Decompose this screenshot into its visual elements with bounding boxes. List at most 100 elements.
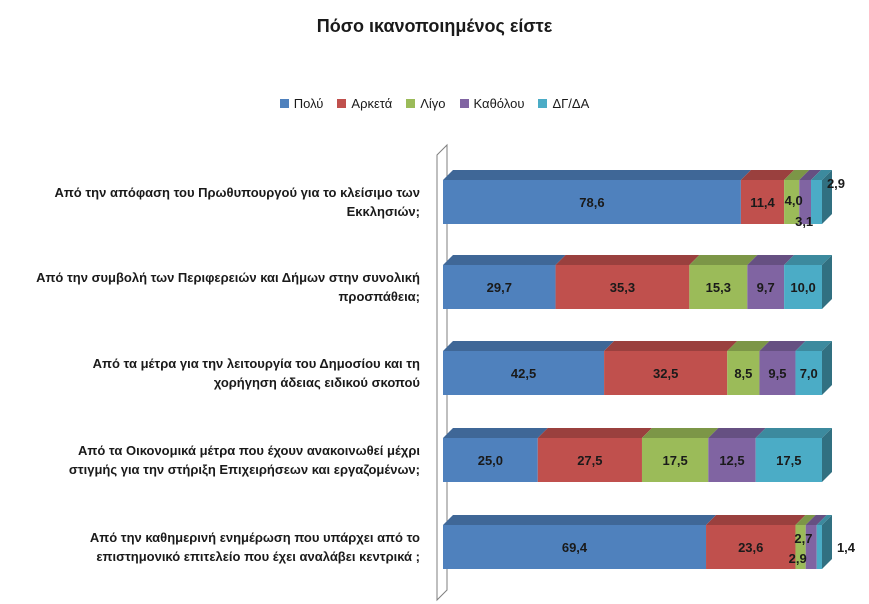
data-label: 29,7 [487,280,512,295]
bar-segment [443,351,605,395]
legend-swatch [406,99,416,108]
data-label: 9,7 [757,280,775,295]
bar-segment-top [706,515,806,525]
bar-segment-top [784,170,810,180]
legend-label: Αρκετά [351,96,393,111]
legend: Πολύ Αρκετά Λίγο Καθόλου ΔΓ/ΔΑ [0,96,869,111]
bar-segment-top [443,428,548,438]
bar-segment [811,180,822,224]
legend-label: Καθόλου [473,96,525,111]
bar-segment [443,180,741,224]
category-label-line: Εκκλησιών; [346,204,420,219]
data-label: 69,4 [562,540,588,555]
category-label-line: Από την απόφαση του Πρωθυπουργού για το … [54,185,420,200]
bar-segment-top [747,255,795,265]
data-label: 2,7 [794,531,812,546]
bar-segment-top [755,428,832,438]
legend-item: ΔΓ/ΔΑ [538,96,589,111]
bar-segment [805,525,817,569]
legend-item: Καθόλου [459,96,525,111]
bar-segment [604,351,728,395]
bar-segment [443,525,707,569]
bar-segment [740,180,785,224]
bar-segment [706,525,796,569]
bar-side [822,255,832,309]
bar-segment [641,438,709,482]
bar-segment [443,438,538,482]
bar-segment-top [795,515,816,525]
legend-label: ΔΓ/ΔΑ [552,96,590,111]
bar-segment-top [727,341,770,351]
data-label: 1,4 [837,540,856,555]
bar-segment-top [555,255,700,265]
category-label-line: Από την καθημερινή ενημέρωση που υπάρχει… [89,530,420,545]
category-label: Από την καθημερινή ενημέρωση που υπάρχει… [0,528,420,566]
bar-segment-top [816,515,832,525]
data-label: 4,0 [785,193,803,208]
legend-item: Πολύ [279,96,324,111]
bar-segment-top [759,341,806,351]
data-label: 12,5 [719,453,744,468]
bar-side [822,341,832,395]
legend-label: Πολύ [293,96,324,111]
category-label-line: Από τα Οικονομικά μέτρα που έχουν ανακοι… [78,443,420,458]
bar-segment-top [784,255,832,265]
data-label: 15,3 [706,280,731,295]
category-label-line: χορήγηση άδειας ειδικού σκοπού [213,375,420,390]
category-label-line: στιγμής για την στήριξη Επιχειρήσεων και… [68,462,420,477]
bar-segment [816,525,822,569]
bar-segment [795,525,806,569]
bar-segment-top [604,341,738,351]
bar-side [822,515,832,569]
data-label: 10,0 [790,280,815,295]
legend-swatch [337,99,347,108]
bar-segment-top [795,341,832,351]
bar-segment-top [805,515,827,525]
data-label: 42,5 [511,366,536,381]
data-label: 8,5 [734,366,752,381]
data-label: 78,6 [579,195,604,210]
bar-segment [784,265,822,309]
data-label: 11,4 [750,195,775,210]
data-label: 27,5 [577,453,602,468]
data-label: 3,1 [795,214,813,229]
legend-swatch [279,99,289,108]
category-label-line: Από τα μέτρα για την λειτουργία του Δημο… [92,356,420,371]
bar-segment [799,180,812,224]
bar-segment [708,438,756,482]
category-label: Από τα Οικονομικά μέτρα που έχουν ανακοι… [0,441,420,479]
bar-segment-top [740,170,795,180]
bar-segment-top [443,255,566,265]
bar-segment-top [811,170,832,180]
bar-segment-top [443,515,717,525]
data-label: 9,5 [768,366,786,381]
bar-segment-top [799,170,822,180]
bar-segment-top [443,341,615,351]
legend-item: Αρκετά [337,96,392,111]
data-label: 17,5 [776,453,801,468]
bar-segment-top [689,255,758,265]
data-label: 23,6 [738,540,763,555]
category-label-line: προσπάθεια; [338,289,420,304]
legend-swatch [459,99,469,108]
bar-segment [689,265,748,309]
legend-swatch [538,99,548,108]
bar-segment [443,265,556,309]
bar-segment [759,351,796,395]
category-label-line: Από την συμβολή των Περιφερειών και Δήμω… [36,270,420,285]
category-label: Από τα μέτρα για την λειτουργία του Δημο… [0,354,420,392]
data-label: 25,0 [478,453,503,468]
data-label: 35,3 [610,280,635,295]
category-label: Από την απόφαση του Πρωθυπουργού για το … [0,183,420,221]
bar-segment [747,265,785,309]
legend-item: Λίγο [406,96,446,111]
bar-segment [755,438,822,482]
bar-segment-top [708,428,766,438]
bar-segment [784,180,800,224]
bar-segment-top [641,428,719,438]
category-label-line: επιστημονικό επιτελείο που έχει αναλάβει… [96,549,420,564]
bar-segment [795,351,822,395]
data-label: 2,9 [827,176,845,191]
